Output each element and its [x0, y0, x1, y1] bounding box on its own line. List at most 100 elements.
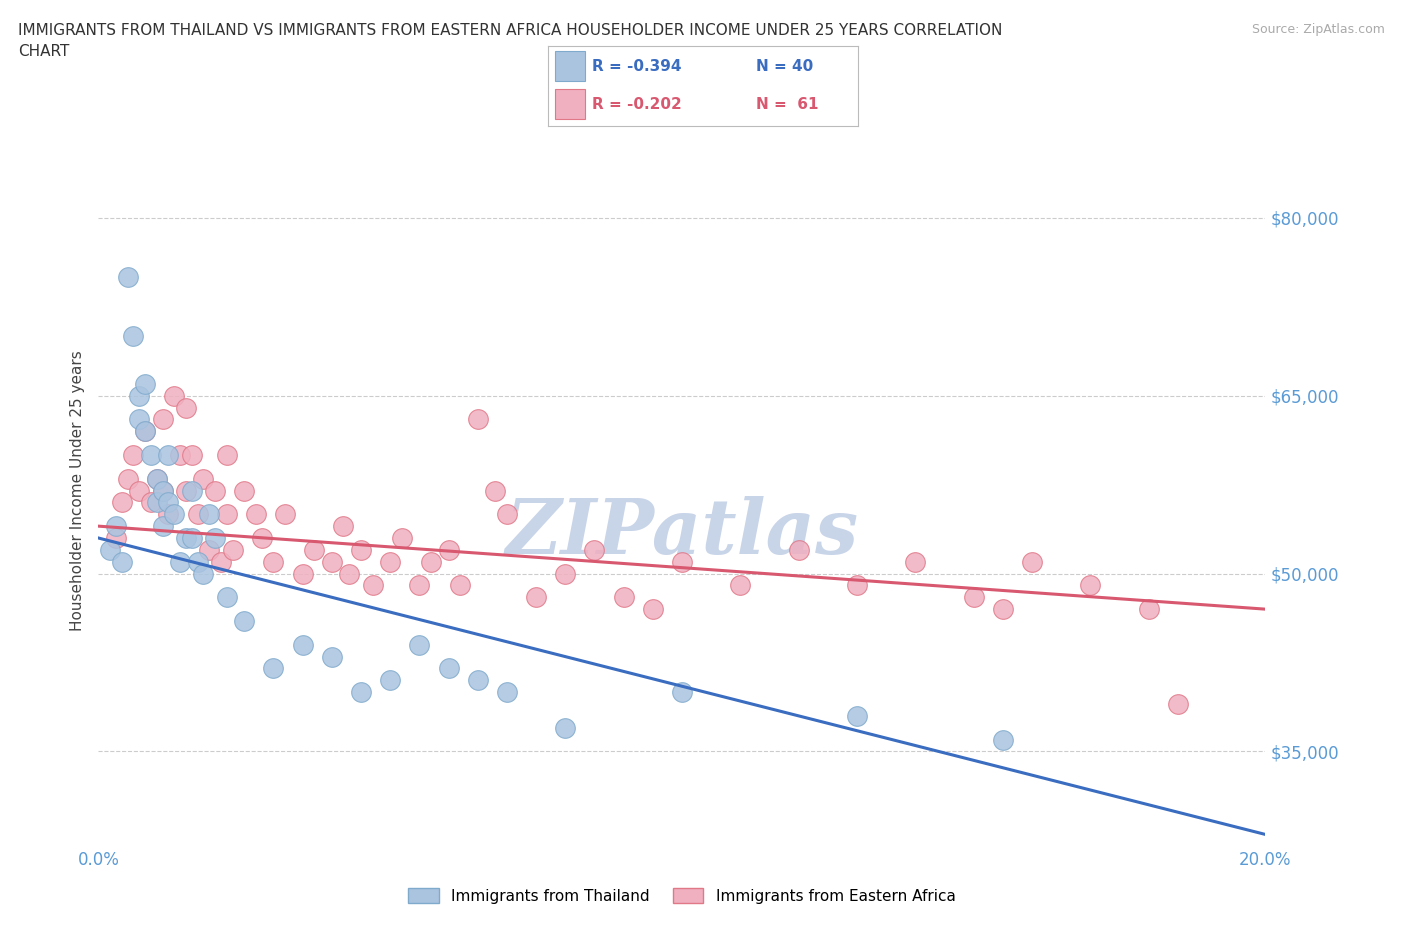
Point [104, 519, 127, 534]
Point [380, 673, 402, 688]
Legend: Immigrants from Thailand, Immigrants from Eastern Africa: Immigrants from Thailand, Immigrants fro… [402, 882, 962, 910]
Point [1080, 578, 1102, 593]
Point [846, 578, 869, 593]
Point [146, 472, 169, 486]
Point [157, 495, 180, 510]
Point [157, 447, 180, 462]
Point [1021, 554, 1043, 569]
Point [117, 270, 139, 285]
Point [391, 530, 413, 545]
Point [215, 507, 238, 522]
Point [193, 472, 215, 486]
Point [111, 554, 134, 569]
Point [134, 424, 156, 439]
Point [262, 661, 284, 676]
Point [204, 484, 226, 498]
Point [139, 447, 162, 462]
Point [215, 447, 238, 462]
Point [215, 590, 238, 604]
Text: N = 40: N = 40 [755, 59, 813, 73]
Point [337, 566, 360, 581]
Point [98, 542, 121, 557]
Point [291, 637, 314, 652]
Point [350, 684, 373, 699]
Point [904, 554, 927, 569]
Point [524, 590, 547, 604]
Point [180, 447, 202, 462]
Point [846, 709, 869, 724]
Point [291, 566, 314, 581]
Point [187, 507, 209, 522]
Point [180, 484, 202, 498]
Point [437, 542, 460, 557]
Point [467, 673, 489, 688]
Point [104, 530, 127, 545]
Point [221, 542, 243, 557]
Point [991, 732, 1014, 747]
Point [152, 519, 174, 534]
Point [730, 578, 752, 593]
Point [128, 412, 150, 427]
Point [180, 530, 202, 545]
Point [169, 447, 191, 462]
Point [350, 542, 373, 557]
Point [420, 554, 443, 569]
FancyBboxPatch shape [554, 89, 585, 119]
Point [496, 507, 519, 522]
Y-axis label: Householder Income Under 25 years: Householder Income Under 25 years [69, 351, 84, 631]
Point [146, 472, 169, 486]
Point [174, 530, 197, 545]
Point [1167, 697, 1189, 711]
Point [1137, 602, 1160, 617]
Point [233, 614, 256, 629]
Point [157, 507, 180, 522]
Point [484, 484, 506, 498]
Point [496, 684, 519, 699]
Point [111, 495, 134, 510]
Point [408, 578, 430, 593]
Point [198, 507, 221, 522]
Point [128, 389, 150, 404]
Point [187, 554, 209, 569]
Point [152, 484, 174, 498]
Text: Source: ZipAtlas.com: Source: ZipAtlas.com [1251, 23, 1385, 36]
Point [174, 484, 197, 498]
Point [671, 554, 693, 569]
Point [122, 329, 145, 344]
Point [204, 530, 226, 545]
Point [787, 542, 810, 557]
Point [152, 484, 174, 498]
Point [152, 412, 174, 427]
Point [163, 507, 186, 522]
Point [193, 566, 215, 581]
Point [262, 554, 284, 569]
Point [174, 400, 197, 415]
Point [163, 389, 186, 404]
Point [641, 602, 664, 617]
Point [134, 377, 156, 392]
Point [554, 720, 576, 735]
Point [274, 507, 297, 522]
Point [139, 495, 162, 510]
Point [380, 554, 402, 569]
Text: N =  61: N = 61 [755, 97, 818, 112]
Point [250, 530, 273, 545]
Point [209, 554, 232, 569]
Point [361, 578, 384, 593]
Text: R = -0.394: R = -0.394 [592, 59, 681, 73]
Point [583, 542, 606, 557]
Point [122, 447, 145, 462]
FancyBboxPatch shape [554, 51, 585, 81]
Point [134, 424, 156, 439]
Point [321, 554, 343, 569]
Point [612, 590, 634, 604]
Point [467, 412, 489, 427]
Point [198, 542, 221, 557]
Point [128, 484, 150, 498]
Text: IMMIGRANTS FROM THAILAND VS IMMIGRANTS FROM EASTERN AFRICA HOUSEHOLDER INCOME UN: IMMIGRANTS FROM THAILAND VS IMMIGRANTS F… [18, 23, 1002, 60]
Point [554, 566, 576, 581]
Point [321, 649, 343, 664]
Point [245, 507, 267, 522]
Point [408, 637, 430, 652]
Point [332, 519, 354, 534]
